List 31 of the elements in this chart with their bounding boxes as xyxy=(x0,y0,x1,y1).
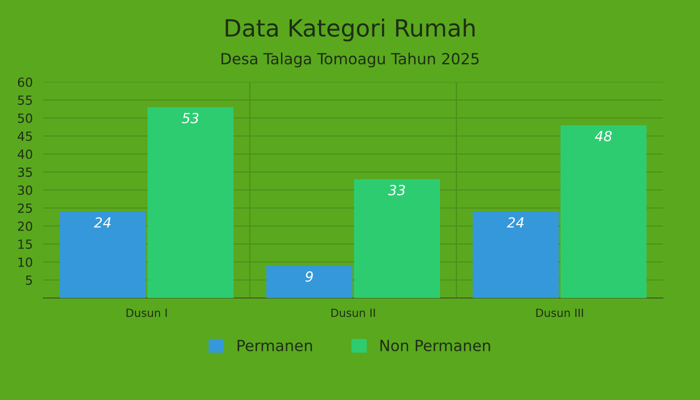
x-tick-label: Dusun I xyxy=(126,308,167,318)
y-tick-label: 50 xyxy=(18,113,32,123)
y-tick-label: 40 xyxy=(18,149,32,159)
chart-title: Data Kategori Rumah xyxy=(226,18,475,42)
data-label: 33 xyxy=(388,184,405,196)
y-tick-label: 20 xyxy=(18,221,32,231)
y-tick-label: 10 xyxy=(18,257,32,267)
data-label: 53 xyxy=(182,112,198,124)
y-tick-label: 60 xyxy=(18,77,32,87)
y-tick-label: 5 xyxy=(26,276,32,285)
data-label: 24 xyxy=(94,217,111,228)
bar xyxy=(354,179,440,298)
y-tick-label: 30 xyxy=(18,185,32,195)
bar xyxy=(148,107,234,298)
data-label: 9 xyxy=(305,271,313,282)
bar xyxy=(60,212,146,298)
data-label: 48 xyxy=(594,130,612,142)
y-tick-label: 25 xyxy=(18,203,32,213)
bar xyxy=(560,125,647,298)
x-tick-label: Dusun II xyxy=(331,308,375,318)
bar xyxy=(266,266,352,298)
y-tick-label: 55 xyxy=(18,96,32,105)
bar xyxy=(472,212,559,298)
legend-label: Non Permanen xyxy=(380,340,490,352)
chart-subtitle: Desa Talaga Tomoagu Tahun 2025 xyxy=(222,52,479,68)
x-tick-label: Dusun III xyxy=(536,308,583,318)
y-tick-label: 45 xyxy=(18,132,32,141)
y-tick-label: 35 xyxy=(18,167,32,177)
legend-label: Permanen xyxy=(238,340,312,352)
y-tick-label: 15 xyxy=(18,240,32,249)
data-label: 24 xyxy=(506,217,524,228)
